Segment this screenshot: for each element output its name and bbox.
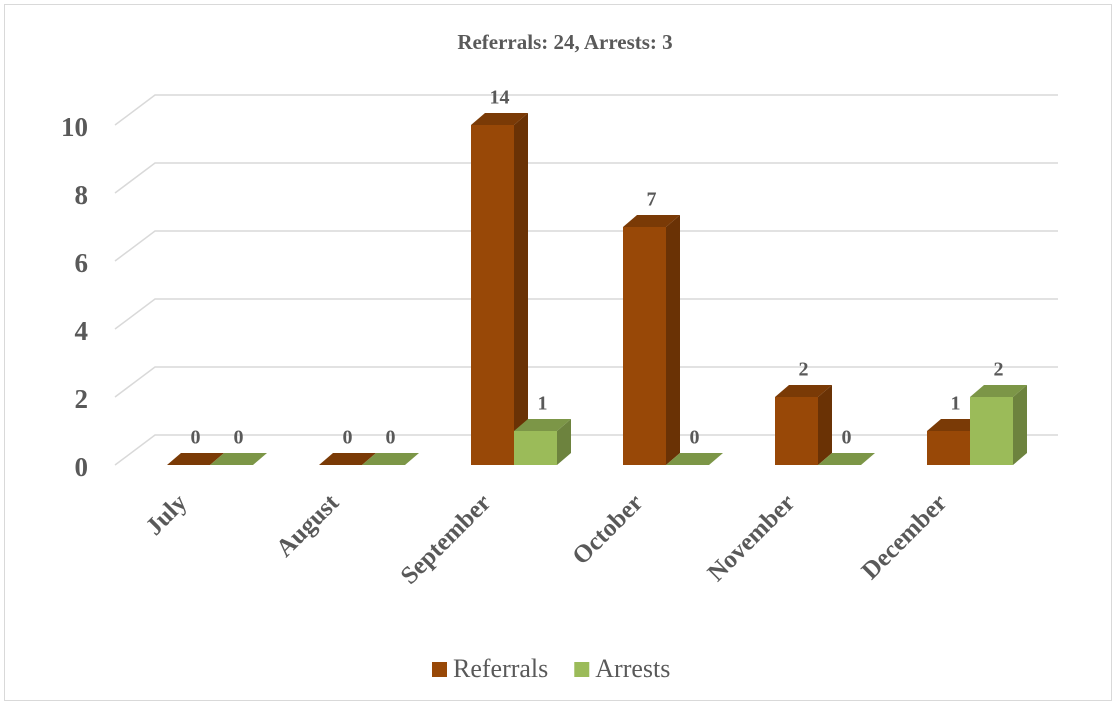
data-label: 1 bbox=[951, 393, 961, 415]
data-label: 0 bbox=[842, 427, 852, 449]
bar-top bbox=[623, 215, 680, 227]
bar bbox=[471, 113, 528, 465]
y-tick-label: 8 bbox=[75, 180, 89, 210]
data-label: 7 bbox=[647, 189, 657, 211]
data-label: 0 bbox=[343, 427, 353, 449]
bar-top bbox=[319, 453, 376, 465]
grid-line bbox=[114, 230, 1058, 262]
data-label: 0 bbox=[234, 427, 244, 449]
bar-side bbox=[557, 419, 571, 465]
bar-side bbox=[666, 215, 680, 465]
y-tick-label: 0 bbox=[75, 452, 89, 482]
bar-front bbox=[970, 397, 1013, 465]
bar-top bbox=[666, 453, 723, 465]
grid-line bbox=[114, 298, 1058, 330]
data-label: 0 bbox=[386, 427, 396, 449]
bar-front bbox=[514, 431, 557, 465]
bar-top bbox=[818, 453, 875, 465]
bar-front bbox=[471, 125, 514, 465]
bar-side bbox=[514, 113, 528, 465]
bar-top bbox=[970, 385, 1027, 397]
legend-label: Referrals bbox=[453, 654, 548, 683]
y-tick-label: 6 bbox=[75, 248, 89, 278]
grid-line bbox=[114, 162, 1058, 194]
bar-front bbox=[623, 227, 666, 465]
bar-top bbox=[927, 419, 984, 431]
y-tick-label: 4 bbox=[75, 316, 89, 346]
bar bbox=[514, 419, 571, 465]
chart-title: Referrals: 24, Arrests: 3 bbox=[457, 30, 672, 54]
bar bbox=[210, 453, 267, 465]
grid-line bbox=[114, 434, 1058, 466]
data-label: 14 bbox=[490, 87, 510, 109]
legend-swatch bbox=[432, 662, 447, 677]
bar-top bbox=[775, 385, 832, 397]
data-label: 1 bbox=[538, 393, 548, 415]
bar-front bbox=[775, 397, 818, 465]
y-tick-label: 10 bbox=[61, 112, 88, 142]
data-label: 2 bbox=[799, 359, 809, 381]
bar bbox=[818, 453, 875, 465]
legend-swatch bbox=[574, 662, 590, 677]
bar bbox=[362, 453, 419, 465]
bar-side bbox=[818, 385, 832, 465]
bar bbox=[775, 385, 832, 465]
bar bbox=[623, 215, 680, 465]
bar-side bbox=[1013, 385, 1027, 465]
bar bbox=[167, 453, 224, 465]
bar bbox=[319, 453, 376, 465]
data-label: 2 bbox=[994, 359, 1004, 381]
bar-top bbox=[514, 419, 571, 431]
bar-top bbox=[210, 453, 267, 465]
legend-label: Arrests bbox=[595, 654, 670, 683]
bar-top bbox=[471, 113, 528, 125]
grid-line bbox=[114, 94, 1058, 126]
y-tick-label: 2 bbox=[75, 384, 89, 414]
data-label: 0 bbox=[191, 427, 201, 449]
bar-top bbox=[167, 453, 224, 465]
bar bbox=[666, 453, 723, 465]
bar-front bbox=[927, 431, 970, 465]
grid-line bbox=[114, 366, 1058, 398]
data-label: 0 bbox=[690, 427, 700, 449]
bar-top bbox=[362, 453, 419, 465]
chart-border bbox=[4, 4, 1112, 701]
bar bbox=[970, 385, 1027, 465]
